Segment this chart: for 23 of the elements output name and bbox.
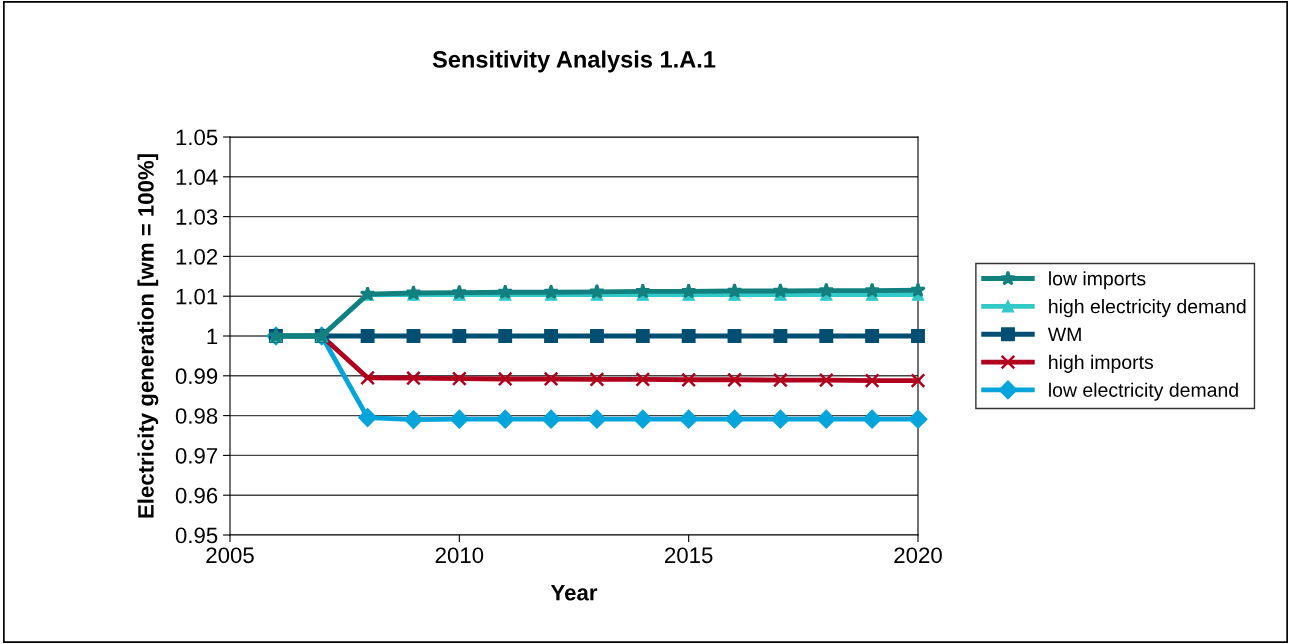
x-tick-label: 2015 <box>665 547 713 564</box>
y-tick-label: 1 <box>207 328 218 345</box>
legend-label: low electricity demand <box>1049 382 1238 401</box>
y-tick-label: 0.95 <box>175 527 218 544</box>
x-tick-label: 2020 <box>894 547 942 564</box>
y-tick-label: 1.01 <box>176 288 218 305</box>
legend-label: high electricity demand <box>1049 299 1246 318</box>
y-tick-label: 0.99 <box>175 368 218 385</box>
y-tick-label: 0.96 <box>175 487 218 504</box>
x-tick-label: 2005 <box>206 547 254 564</box>
legend-label: WM <box>1047 327 1081 342</box>
y-tick-label: 1.04 <box>176 169 218 186</box>
x-tick-label: 2010 <box>435 547 484 564</box>
y-tick-label: 1.02 <box>176 248 218 265</box>
y-tick-label: 0.97 <box>175 447 218 464</box>
y-tick-label: 1.05 <box>176 129 218 146</box>
chart-title: Sensitivity Analysis 1.A.1 <box>432 50 716 73</box>
x-axis-title: Year <box>550 585 598 601</box>
y-tick-label: 0.98 <box>175 408 218 424</box>
y-axis-title: Electricity generation [wm = 100%] <box>137 154 159 518</box>
legend-label: high imports <box>1049 354 1154 373</box>
legend-label: low imports <box>1049 271 1146 290</box>
y-tick-label: 1.03 <box>176 209 218 225</box>
